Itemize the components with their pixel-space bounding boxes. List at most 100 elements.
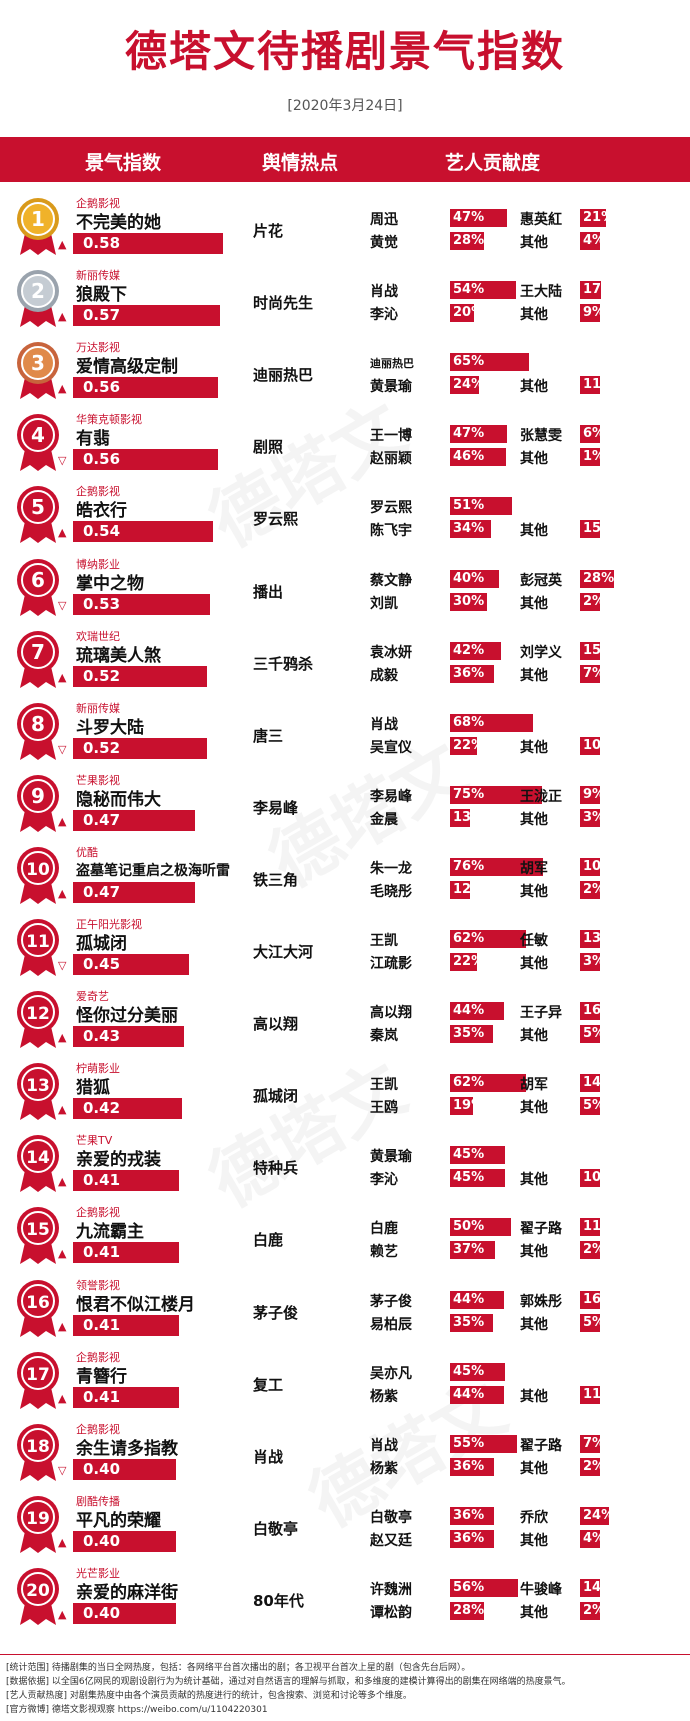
artist-name: 其他 xyxy=(520,307,548,324)
contribution-percent: 44% xyxy=(453,1291,485,1307)
index-value: 0.53 xyxy=(83,594,121,613)
contribution-bar xyxy=(450,641,502,660)
contribution-bar xyxy=(450,1362,505,1381)
index-bar xyxy=(73,809,195,831)
rank-medal-icon: 1 xyxy=(14,195,62,257)
index-bar xyxy=(73,1026,185,1048)
contribution-percent: 37% xyxy=(453,1242,485,1258)
artist-name: 其他 xyxy=(520,667,548,684)
ranking-row: 9 芒果影视 隐秘而伟大 ▲ 0.47 李易峰 李易峰 75% 金晨 13% 王泷正 9% 其他 3% xyxy=(0,770,690,838)
contribution-bar xyxy=(580,376,600,395)
contribution-bar xyxy=(580,1506,610,1525)
hot-topic: 时尚先生 xyxy=(253,294,314,313)
contribution-bar xyxy=(450,425,508,444)
hot-topic: 白鹿 xyxy=(253,1231,284,1250)
ranking-row: 11 正午阳光影视 孤城闭 ▽ 0.45 大江大河 王凯 62% 江疏影 22% 任敏 13% 其他 3% xyxy=(0,914,690,982)
rank-medal-icon: 19 xyxy=(14,1493,62,1555)
rank-number: 17 xyxy=(26,1365,50,1385)
index-bar xyxy=(73,1098,182,1120)
contribution-percent: 13% xyxy=(583,931,615,946)
index-value: 0.58 xyxy=(83,234,121,252)
trend-icon: ▽ xyxy=(58,959,67,972)
producer-label: 万达影视 xyxy=(76,341,120,355)
ranking-row: 1 企鹅影视 不完美的她 ▲ 0.58 片花 周迅 47% 黄觉 28% 惠英紅 21% 其他 4% xyxy=(0,193,690,261)
hot-topic: 剧照 xyxy=(253,438,284,457)
show-title: 狼殿下 xyxy=(76,285,127,306)
artist-name: 蔡文静 xyxy=(370,572,412,589)
contribution-bar xyxy=(450,1506,494,1525)
index-bar xyxy=(73,737,208,759)
artist-name: 赵又廷 xyxy=(370,1532,412,1549)
artist-name: 其他 xyxy=(520,1028,548,1045)
index-value: 0.41 xyxy=(83,1315,121,1334)
hot-topic: 茅子俊 xyxy=(253,1303,299,1322)
contribution-percent: 44% xyxy=(453,1386,485,1402)
contribution-percent: 5% xyxy=(583,1026,606,1042)
rank-number: 20 xyxy=(26,1581,50,1601)
ranking-row: 8 新丽传媒 斗罗大陆 ▽ 0.52 唐三 肖战 68% 吴宣仪 22% 其他 10% xyxy=(0,698,690,766)
contribution-percent: 7% xyxy=(583,1435,606,1451)
ranking-row: 5 企鹅影视 皓衣行 ▲ 0.54 罗云熙 罗云熙 51% 陈飞宇 34% 其他 15% xyxy=(0,481,690,549)
producer-label: 爱奇艺 xyxy=(76,990,109,1004)
artist-name: 成毅 xyxy=(370,667,398,684)
artist-name: 张慧雯 xyxy=(520,428,562,445)
contribution-percent: 62% xyxy=(453,1075,485,1091)
contribution-percent: 42% xyxy=(453,642,485,658)
artist-name: 吴宣仪 xyxy=(370,739,412,756)
contribution-bar xyxy=(580,1025,600,1044)
contribution-percent: 55% xyxy=(453,1435,485,1451)
artist-name: 肖战 xyxy=(370,284,398,301)
ranking-row: 6 博纳影业 掌中之物 ▽ 0.53 播出 蔡文静 40% 刘凯 30% 彭冠英 28% 其他 2% xyxy=(0,554,690,622)
trend-icon: ▲ xyxy=(58,1319,67,1333)
contribution-bar xyxy=(580,880,600,899)
contribution-bar xyxy=(450,1097,474,1116)
artist-name: 李沁 xyxy=(370,307,398,324)
index-bar xyxy=(73,1314,180,1336)
producer-label: 企鹅影视 xyxy=(76,197,120,210)
contribution-bar xyxy=(450,1529,494,1548)
index-bar xyxy=(73,377,218,399)
contribution-bar xyxy=(450,376,480,395)
hot-topic: 片花 xyxy=(253,222,284,240)
contribution-percent: 10% xyxy=(583,737,615,753)
header-contribution: 艺人贡献度 xyxy=(445,152,541,174)
producer-label: 博纳影业 xyxy=(76,557,120,571)
contribution-bar xyxy=(450,930,526,948)
contribution-percent: 3% xyxy=(583,809,606,825)
show-title: 余生请多指教 xyxy=(76,1438,178,1459)
contribution-bar xyxy=(580,425,600,444)
contribution-percent: 35% xyxy=(453,1314,485,1330)
artist-name: 其他 xyxy=(520,883,548,900)
contribution-bar xyxy=(580,592,600,611)
ranking-row: 10 优酷 盗墓笔记重启之极海听雷 ▲ 0.47 铁三角 朱一龙 76% 毛晓彤 12% 胡军 10%… xyxy=(0,842,690,910)
artist-name: 其他 xyxy=(520,956,548,972)
rank-medal-icon: 12 xyxy=(14,988,62,1050)
contribution-percent: 21% xyxy=(583,210,615,225)
contribution-percent: 13% xyxy=(453,809,485,825)
contribution-percent: 15% xyxy=(583,642,615,658)
contribution-bar xyxy=(450,1169,505,1188)
artist-name: 赵丽颖 xyxy=(370,451,412,468)
producer-label: 企鹅影视 xyxy=(76,485,120,499)
contribution-bar xyxy=(580,857,600,876)
contribution-percent: 46% xyxy=(453,449,485,465)
hot-topic: 白敬亭 xyxy=(253,1519,299,1538)
contribution-percent: 28% xyxy=(453,233,485,248)
contribution-bar xyxy=(450,592,487,611)
index-value: 0.54 xyxy=(83,522,121,541)
contribution-percent: 10% xyxy=(583,1170,615,1186)
ranking-row: 4 华策克顿影视 有翡 ▽ 0.56 剧照 王一博 47% 赵丽颖 46% 张慧雯 6% 其他 1% xyxy=(0,409,690,477)
contribution-bar xyxy=(450,448,507,467)
contribution-percent: 47% xyxy=(453,210,485,225)
artist-name: 罗云熙 xyxy=(370,500,412,517)
artist-name: 郭姝彤 xyxy=(520,1293,562,1310)
contribution-bar xyxy=(580,1290,600,1309)
contribution-bar xyxy=(450,1146,505,1165)
contribution-percent: 14% xyxy=(583,1075,615,1091)
contribution-bar xyxy=(450,1434,518,1453)
artist-name: 其他 xyxy=(520,1244,548,1261)
show-title: 亲爱的麻洋街 xyxy=(76,1582,178,1603)
hot-topic: 迪丽热巴 xyxy=(253,366,314,385)
index-bar xyxy=(73,521,213,543)
rank-medal-icon: 9 xyxy=(14,772,62,834)
